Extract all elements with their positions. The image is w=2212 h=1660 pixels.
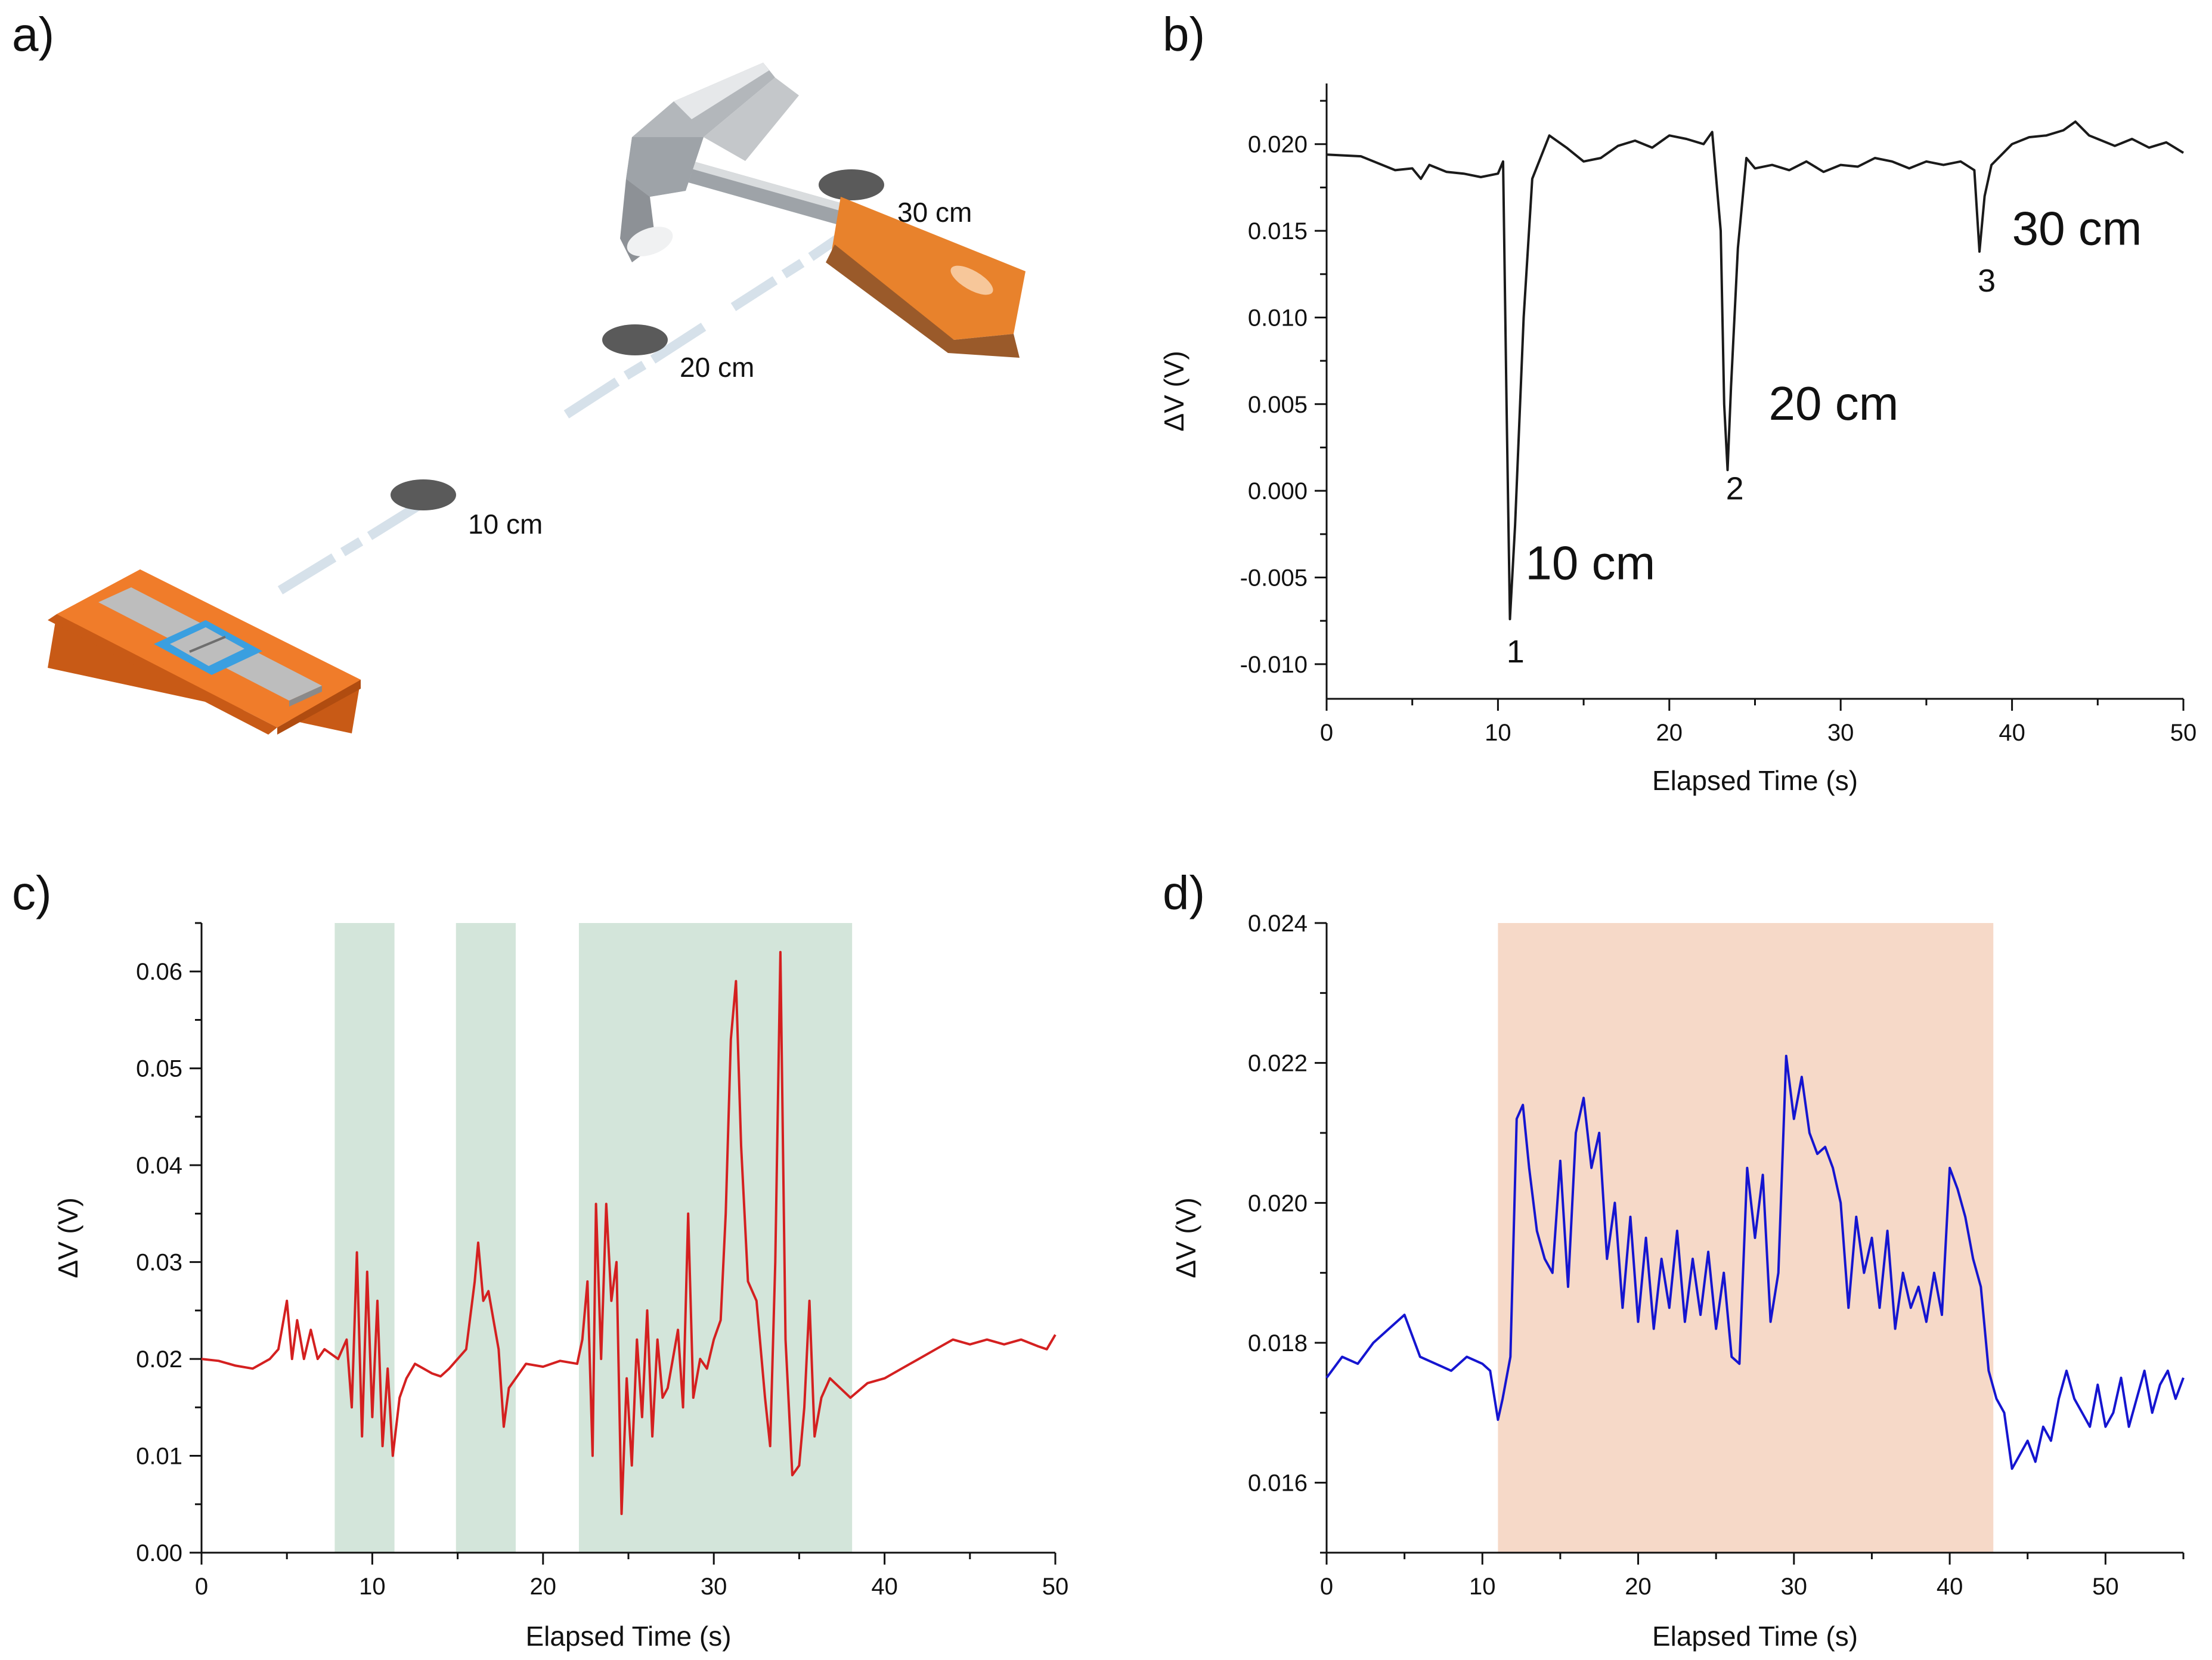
y-axis-label: ΔV (V) — [52, 1197, 83, 1278]
x-tick-label: 10 — [359, 1574, 386, 1600]
x-tick-label: 50 — [2092, 1574, 2119, 1600]
peak-annotation: 20 cm — [1768, 377, 1898, 430]
x-axis-label: Elapsed Time (s) — [525, 1621, 731, 1652]
marker-20cm — [602, 324, 668, 355]
peak-annotation: 10 cm — [1525, 536, 1655, 589]
x-tick-label: 40 — [1999, 720, 2025, 746]
y-axis-label: ΔV (V) — [1170, 1197, 1201, 1278]
y-tick-label: 0.06 — [136, 959, 182, 985]
series-line — [201, 950, 1057, 1515]
x-tick-label: 40 — [1937, 1574, 1963, 1600]
x-tick-label: 0 — [1320, 1574, 1333, 1600]
x-tick-label: 10 — [1469, 1574, 1496, 1600]
peak-annotation: 3 — [1978, 263, 1996, 299]
panel-d-label: d) — [1163, 866, 1205, 919]
shaded-region — [456, 923, 516, 1553]
y-tick-label: 0.018 — [1248, 1330, 1308, 1357]
x-tick-label: 10 — [1485, 720, 1511, 746]
x-tick-label: 30 — [1781, 1574, 1808, 1600]
x-axis-label: Elapsed Time (s) — [1652, 765, 1858, 796]
panel-c-chart: c) 0 10 20 30 40 50 0.00 0.01 0.02 0.03 0.04 0.05 0.0… — [12, 866, 1068, 1652]
peak-annotation: 30 cm — [2012, 202, 2142, 255]
x-tick-label: 50 — [2170, 720, 2197, 746]
y-tick-label: 0.01 — [136, 1444, 182, 1470]
marker-10cm — [391, 479, 456, 510]
series-line — [1326, 120, 2185, 621]
x-tick-label: 50 — [1042, 1574, 1069, 1600]
y-tick-label: -0.010 — [1240, 652, 1308, 678]
y-axis-label: ΔV (V) — [1158, 351, 1189, 432]
panel-b-label: b) — [1163, 8, 1205, 61]
y-tick-label: 0.000 — [1248, 478, 1308, 504]
hammer-icon — [620, 63, 1026, 358]
panel-a-label: a) — [12, 8, 54, 61]
shaded-region — [334, 923, 395, 1553]
x-tick-label: 20 — [530, 1574, 557, 1600]
y-tick-label: 0.05 — [136, 1056, 182, 1082]
x-tick-label: 0 — [195, 1574, 208, 1600]
x-tick-label: 0 — [1320, 720, 1333, 746]
y-tick-label: 0.005 — [1248, 392, 1308, 418]
impact-path — [277, 228, 850, 594]
x-tick-label: 30 — [1827, 720, 1854, 746]
y-tick-label: 0.04 — [136, 1153, 182, 1179]
x-tick-label: 20 — [1625, 1574, 1652, 1600]
x-tick-label: 30 — [701, 1574, 727, 1600]
panel-d-chart: d) 0 10 20 30 40 50 0.016 0.018 0.020 0.022 0.024 El… — [1163, 866, 2185, 1652]
y-tick-label: 0.03 — [136, 1250, 182, 1276]
marker-30cm — [819, 169, 884, 200]
panel-a-illustration: a) 10 cm 20 cm 30 cm — [12, 8, 1026, 735]
y-tick-label: 0.015 — [1248, 218, 1308, 244]
distance-label-10cm: 10 cm — [468, 509, 543, 540]
x-axis-label: Elapsed Time (s) — [1652, 1621, 1858, 1652]
distance-label-30cm: 30 cm — [897, 197, 972, 228]
y-tick-label: 0.010 — [1248, 305, 1308, 331]
x-tick-label: 20 — [1656, 720, 1683, 746]
y-tick-label: 0.024 — [1248, 910, 1308, 937]
sensor-device-icon — [48, 569, 361, 735]
y-tick-label: 0.02 — [136, 1346, 182, 1373]
distance-label-20cm: 20 cm — [680, 352, 754, 383]
x-tick-label: 40 — [871, 1574, 898, 1600]
y-tick-label: 0.020 — [1248, 132, 1308, 158]
panel-c-label: c) — [12, 866, 52, 919]
panel-b-chart: b) 0 10 20 30 40 50 -0.010 -0.005 0.000 0.005 0.010… — [1158, 8, 2196, 796]
peak-annotation: 2 — [1726, 471, 1744, 507]
series-line — [1325, 1054, 2185, 1470]
y-tick-label: -0.005 — [1240, 565, 1308, 591]
y-tick-label: 0.022 — [1248, 1051, 1308, 1077]
y-tick-label: 0.00 — [136, 1540, 182, 1566]
peak-annotation: 1 — [1507, 634, 1525, 670]
y-tick-label: 0.020 — [1248, 1190, 1308, 1216]
shaded-region — [1498, 923, 1994, 1553]
y-tick-label: 0.016 — [1248, 1470, 1308, 1497]
